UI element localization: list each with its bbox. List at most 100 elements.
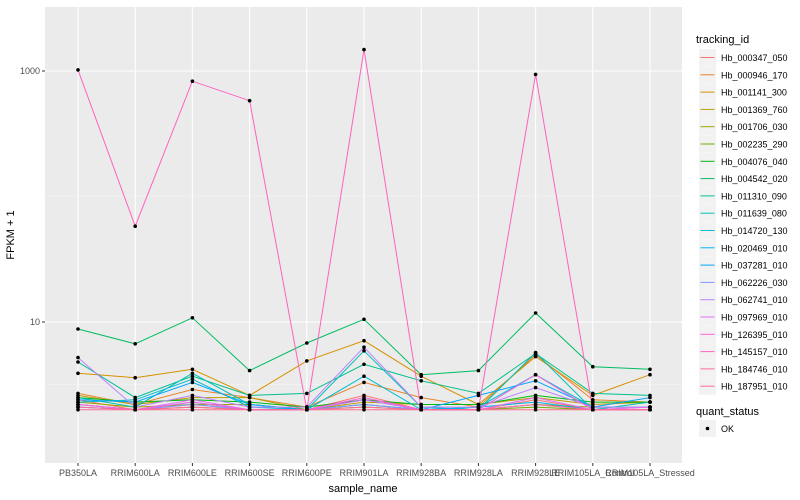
data-point xyxy=(362,317,366,322)
data-point xyxy=(247,402,252,407)
data-point xyxy=(190,367,195,372)
data-point xyxy=(533,354,538,359)
data-point xyxy=(533,402,538,407)
legend-label: Hb_011310_090 xyxy=(721,191,787,201)
data-point xyxy=(419,402,424,407)
data-point xyxy=(305,359,309,363)
data-point xyxy=(476,405,481,409)
data-point xyxy=(419,405,424,409)
data-point xyxy=(533,311,538,315)
data-point xyxy=(533,407,538,412)
data-point xyxy=(247,98,252,103)
data-point xyxy=(362,374,366,379)
data-point xyxy=(76,68,80,72)
data-point xyxy=(76,407,80,412)
data-point xyxy=(76,327,80,331)
legend-label: Hb_062741_010 xyxy=(721,295,788,305)
data-point xyxy=(362,362,366,367)
data-point xyxy=(76,402,80,407)
legend-items: Hb_000347_050 Hb_000946_170 Hb_001141_300 H… xyxy=(699,49,788,395)
data-point xyxy=(190,405,195,409)
legend-label: Hb_011639_080 xyxy=(721,209,787,219)
legend-label: Hb_037281_010 xyxy=(721,261,788,271)
data-point xyxy=(591,405,595,409)
data-point xyxy=(419,395,424,400)
legend-label: Hb_000347_050 xyxy=(721,53,788,63)
legend-title: tracking_id xyxy=(696,34,749,46)
data-point xyxy=(362,395,366,400)
x-axis: PB350LA RRIM600LA RRIM600LE RRIM600SE RRIM60… xyxy=(59,463,695,478)
legend-label: Hb_004076_040 xyxy=(721,157,788,167)
data-point xyxy=(190,407,195,412)
x-tick-label: RRIM600LE xyxy=(168,468,217,478)
data-point xyxy=(591,400,595,404)
series-points xyxy=(76,47,652,412)
data-point xyxy=(648,372,652,377)
data-point xyxy=(133,224,137,228)
data-point xyxy=(76,360,80,364)
data-point xyxy=(76,371,80,376)
data-point xyxy=(190,400,195,404)
y-tick-label: 1000 xyxy=(20,66,40,76)
data-point xyxy=(362,345,366,350)
data-point xyxy=(362,405,366,409)
data-point xyxy=(476,402,481,407)
data-point xyxy=(305,407,309,412)
data-point xyxy=(648,405,652,409)
legend-label: Hb_001706_030 xyxy=(721,122,788,132)
legend-label: Hb_097969_010 xyxy=(721,313,788,323)
x-axis-title: sample_name xyxy=(328,483,397,495)
data-point xyxy=(591,364,595,369)
data-point xyxy=(591,407,595,412)
data-point xyxy=(133,342,137,346)
data-point xyxy=(419,379,424,383)
data-point xyxy=(533,385,538,390)
data-point xyxy=(76,405,80,409)
data-point xyxy=(648,407,652,412)
data-point xyxy=(247,407,252,412)
legend-label: Hb_004542_020 xyxy=(721,174,788,184)
x-tick-label: RRIM600PE xyxy=(282,468,332,478)
legend-label: Hb_002235_290 xyxy=(721,140,788,150)
data-point xyxy=(190,371,195,376)
data-point xyxy=(362,380,366,385)
data-point xyxy=(362,402,366,407)
data-point xyxy=(305,391,309,396)
x-tick-label: RRIM928LE xyxy=(511,468,560,478)
major-gridlines xyxy=(45,7,682,463)
y-axis-title: FPKM + 1 xyxy=(5,210,17,259)
data-point xyxy=(533,372,538,377)
y-tick-label: 10 xyxy=(30,317,40,327)
data-point xyxy=(419,407,424,412)
data-point xyxy=(476,407,481,412)
data-point xyxy=(648,367,652,372)
quant-status-label: OK xyxy=(721,424,734,434)
data-point xyxy=(362,349,366,353)
legend-label: Hb_001369_760 xyxy=(721,105,788,115)
data-point xyxy=(362,47,366,52)
data-point xyxy=(76,355,80,360)
quant-status-point-key xyxy=(705,426,710,431)
legend-label: Hb_001141_300 xyxy=(721,88,787,98)
data-point xyxy=(247,368,252,373)
legend: tracking_id Hb_000347_050Hb_000946_170Hb… xyxy=(696,34,788,437)
x-tick-label: PB350LA xyxy=(59,468,97,478)
x-tick-label: RRIM105LA_Stressed xyxy=(605,468,695,478)
data-point xyxy=(247,405,252,409)
legend-label: Hb_126395_010 xyxy=(721,330,788,340)
x-tick-label: RRIM928BA xyxy=(396,468,446,478)
data-point xyxy=(190,380,195,385)
legend-label: Hb_000946_170 xyxy=(721,70,788,80)
data-point xyxy=(133,405,137,409)
x-tick-label: RRIM928LA xyxy=(454,468,503,478)
legend-label: Hb_014720_130 xyxy=(721,226,788,236)
data-point xyxy=(133,407,137,412)
legend-label: Hb_145157_010 xyxy=(721,347,788,357)
data-point xyxy=(247,393,252,398)
data-point xyxy=(476,368,481,373)
data-point xyxy=(190,387,195,392)
x-tick-label: RRIM600LA xyxy=(111,468,160,478)
data-point xyxy=(362,338,366,343)
data-point xyxy=(190,79,195,83)
data-point xyxy=(533,72,538,77)
